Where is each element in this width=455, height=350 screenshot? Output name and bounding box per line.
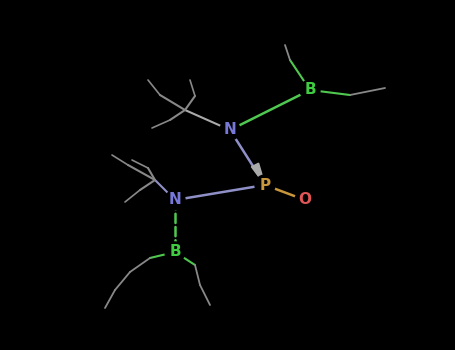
Circle shape: [165, 242, 185, 262]
Text: O: O: [298, 193, 312, 208]
Circle shape: [295, 190, 315, 210]
Polygon shape: [252, 163, 265, 185]
Text: B: B: [169, 245, 181, 259]
Text: N: N: [223, 122, 237, 138]
Text: P: P: [259, 177, 271, 192]
Text: B: B: [304, 83, 316, 98]
Text: N: N: [169, 193, 182, 208]
Circle shape: [220, 120, 240, 140]
Circle shape: [300, 80, 320, 100]
Circle shape: [165, 190, 185, 210]
Circle shape: [255, 175, 275, 195]
